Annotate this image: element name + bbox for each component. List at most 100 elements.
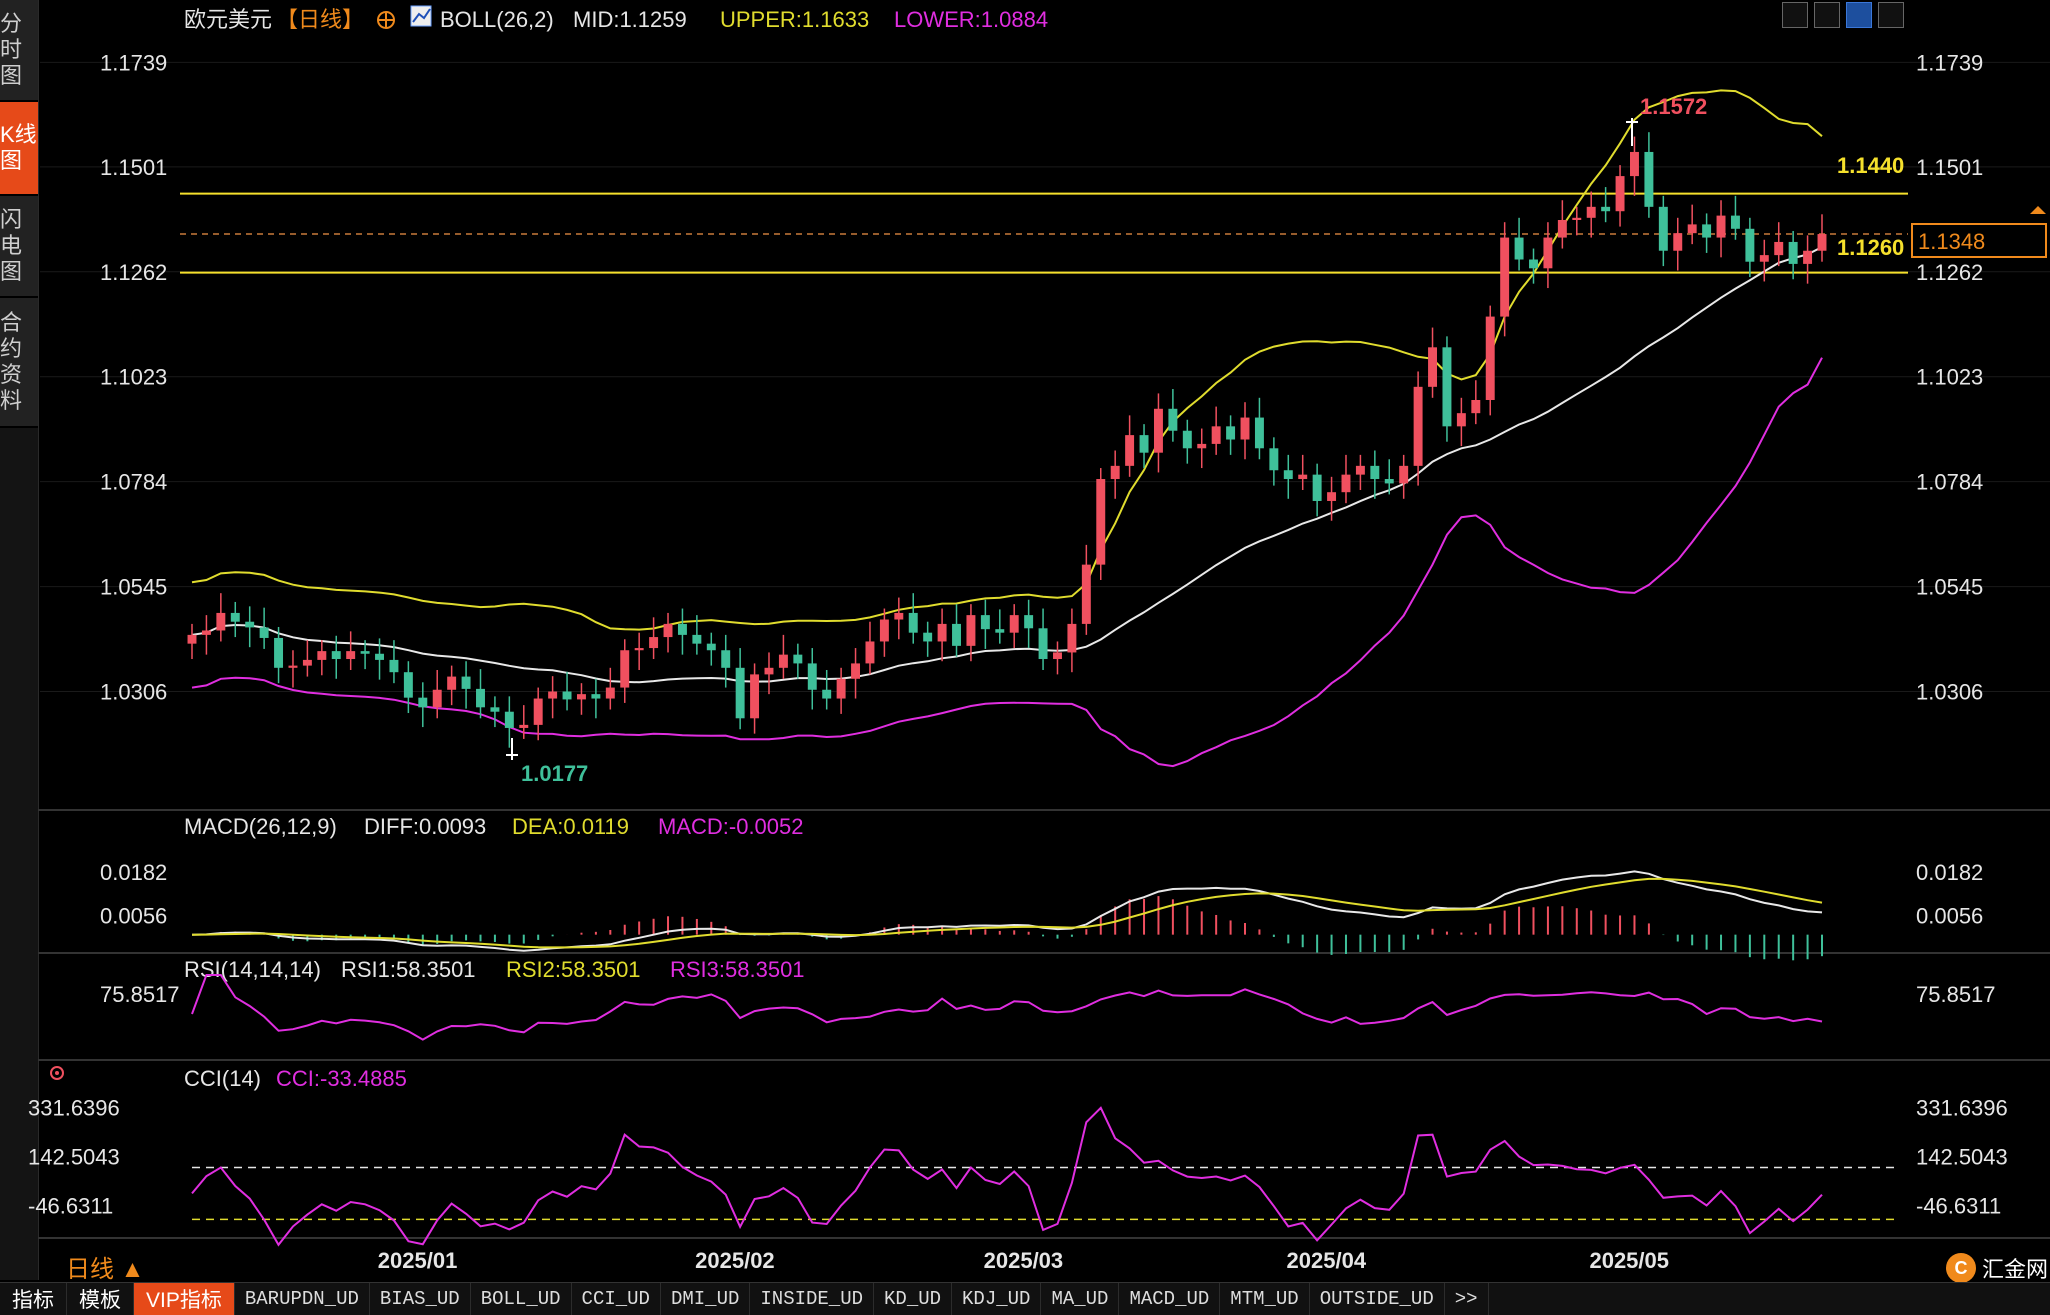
cci-settings-icon[interactable] <box>50 1066 64 1080</box>
candle <box>1745 217 1755 278</box>
price-axis-left: 1.1739 1.1501 1.1262 1.1023 1.0784 1.0545 1.03… <box>100 50 167 704</box>
indicator-icon[interactable] <box>410 5 432 27</box>
price-tick-label: 1.1501 <box>1916 155 1983 180</box>
candle <box>721 634 731 688</box>
cci-tick-label: -46.6311 <box>28 1194 113 1219</box>
candle <box>1312 463 1322 517</box>
tab-flash-chart[interactable]: 闪电图 <box>0 196 38 298</box>
indicator-tab-1[interactable]: 模板 <box>67 1283 134 1315</box>
cci-tick-label: 331.6396 <box>1916 1095 2008 1120</box>
candle <box>1139 424 1149 469</box>
candle <box>1009 604 1019 649</box>
candle <box>288 650 298 688</box>
date-tick-label: 2025/05 <box>1589 1248 1669 1273</box>
settings-icon[interactable] <box>377 11 395 29</box>
bar-chart-icon[interactable] <box>1814 2 1840 28</box>
candle <box>1428 327 1438 398</box>
candle <box>1399 454 1409 499</box>
indicator-tab-8[interactable]: INSIDE_UD <box>750 1283 875 1315</box>
candle <box>1543 222 1553 289</box>
candle <box>1788 230 1798 280</box>
indicator-tab-0[interactable]: 指标 <box>0 1283 67 1315</box>
date-tick-label: 2025/02 <box>695 1248 775 1273</box>
boll-mid-line <box>191 246 1823 684</box>
period-selector[interactable]: 日线 ▲ <box>66 1256 145 1283</box>
candle <box>879 608 889 657</box>
candle <box>576 683 586 715</box>
low-value: 1.0177 <box>521 761 588 786</box>
indicator-tab-12[interactable]: MACD_UD <box>1119 1283 1221 1315</box>
candle <box>1557 200 1567 249</box>
macd-dea-line <box>191 877 1823 949</box>
price-tick-label: 1.0545 <box>1916 575 1983 600</box>
indicator-tab-9[interactable]: KD_UD <box>874 1283 953 1315</box>
candle <box>706 632 716 666</box>
candle <box>1471 380 1481 425</box>
tab-kline-chart[interactable]: K线图 <box>0 102 38 196</box>
candle <box>1601 187 1611 223</box>
indicator-tab-11[interactable]: MA_UD <box>1041 1283 1120 1315</box>
candle <box>1817 214 1827 262</box>
candle <box>793 643 803 679</box>
macd-tick-label: 0.0056 <box>1916 903 1983 928</box>
price-tick-label: 1.1262 <box>1916 260 1983 285</box>
symbol-name: 欧元美元 <box>184 7 272 32</box>
boll-lower-line <box>191 357 1823 768</box>
tab-contract-info[interactable]: 合约资料 <box>0 298 38 428</box>
candle <box>259 607 269 649</box>
indicator-tab-5[interactable]: BOLL_UD <box>471 1283 572 1315</box>
candle <box>1673 217 1683 271</box>
indicator-tab-4[interactable]: BIAS_UD <box>370 1283 471 1315</box>
line-chart-icon[interactable] <box>1846 2 1872 28</box>
candle <box>937 608 947 662</box>
candle <box>331 635 341 679</box>
macd-diff: DIFF:0.0093 <box>364 814 486 839</box>
candle <box>1774 222 1784 267</box>
rsi-line <box>191 974 1823 1041</box>
price-tick-label: 1.0784 <box>1916 470 1983 495</box>
rsi-axis: 75.8517 75.8517 <box>100 982 1996 1007</box>
crosshair-icon[interactable] <box>1782 2 1808 28</box>
candle <box>692 615 702 655</box>
indicator-tab-13[interactable]: MTM_UD <box>1220 1283 1310 1315</box>
candle <box>216 593 226 642</box>
candle <box>1702 213 1712 253</box>
candle <box>230 601 240 638</box>
price-tick-label: 1.0306 <box>100 680 167 705</box>
candle <box>1615 165 1625 227</box>
indicator-tab-7[interactable]: DMI_UD <box>661 1283 751 1315</box>
candle <box>980 599 990 649</box>
candle <box>274 626 284 684</box>
tab-label: 分时图 <box>0 11 23 88</box>
candle <box>952 604 961 657</box>
candle <box>822 670 832 710</box>
candle <box>375 638 384 680</box>
chart-canvas[interactable]: 欧元美元 【日线】 BOLL(26,2) MID:1.1259 UPPER:1.… <box>0 0 2050 1282</box>
cci-label: CCI(14) <box>184 1066 261 1091</box>
high-annotation: 1.1572 <box>1626 94 1707 146</box>
candle <box>317 640 327 676</box>
indicator-tab-15[interactable]: >> <box>1445 1283 1489 1315</box>
indicator-tab-10[interactable]: KDJ_UD <box>952 1283 1042 1315</box>
candle <box>634 632 644 670</box>
rsi3-value: RSI3:58.3501 <box>670 957 805 982</box>
candle <box>1226 415 1236 455</box>
tab-time-chart[interactable]: 分时图 <box>0 0 38 102</box>
candle <box>1024 599 1034 649</box>
candle <box>1153 393 1163 473</box>
candle <box>894 597 904 640</box>
macd-axis: 0.0182 0.0182 0.0056 0.0056 <box>100 860 1983 928</box>
indicator-tab-6[interactable]: CCI_UD <box>572 1283 661 1315</box>
indicator-tab-3[interactable]: BARUPDN_UD <box>235 1283 370 1315</box>
zoom-icon[interactable] <box>1878 2 1904 28</box>
cci-line <box>191 1106 1823 1247</box>
cci-tick-label: 331.6396 <box>28 1095 120 1120</box>
price-tick-label: 1.1739 <box>1916 50 1983 75</box>
candle <box>447 665 457 706</box>
candle <box>346 631 356 670</box>
price-tick-label: 1.1262 <box>100 260 167 285</box>
macd-label: MACD(26,12,9) <box>184 814 337 839</box>
indicator-tab-14[interactable]: OUTSIDE_UD <box>1310 1283 1445 1315</box>
indicator-tab-2[interactable]: VIP指标 <box>134 1283 235 1315</box>
indicator-bar: 指标 模板 VIP指标 BARUPDN_UD BIAS_UD BOLL_UD CCI_UD D… <box>0 1282 2050 1315</box>
